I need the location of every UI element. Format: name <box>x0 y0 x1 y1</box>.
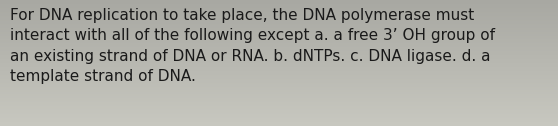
Text: For DNA replication to take place, the DNA polymerase must
interact with all of : For DNA replication to take place, the D… <box>10 8 495 84</box>
